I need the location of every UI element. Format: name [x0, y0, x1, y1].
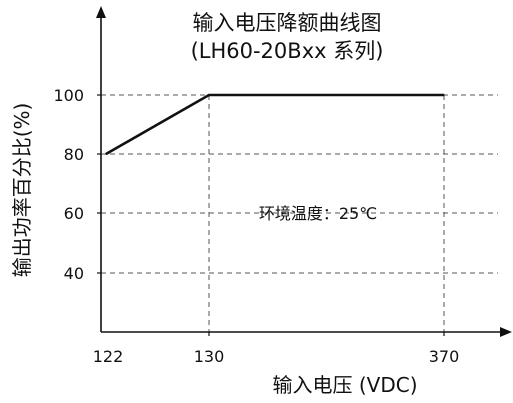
tick-labels: 40 60 80 100 122 130 370	[53, 86, 459, 366]
y-tick-label-60: 60	[64, 204, 84, 223]
axes	[96, 6, 512, 337]
data-series	[105, 93, 445, 156]
y-axis-title: 输出功率百分比(%)	[10, 103, 34, 278]
data-point-130	[208, 94, 210, 96]
data-point-122	[105, 153, 107, 155]
chart-subtitle: (LH60-20Bxx 系列)	[191, 39, 384, 63]
x-axis-arrow-icon	[500, 327, 512, 337]
data-point-370	[443, 94, 445, 96]
x-axis-title: 输入电压 (VDC)	[272, 373, 417, 397]
y-tick-label-80: 80	[64, 145, 84, 164]
y-tick-label-40: 40	[64, 264, 84, 283]
chart-title: 输入电压降额曲线图	[193, 11, 382, 35]
y-tick-label-100: 100	[53, 86, 84, 105]
x-tick-label-130: 130	[194, 347, 225, 366]
derating-line	[105, 93, 444, 156]
ambient-temperature-annotation: 环境温度：25℃	[259, 204, 377, 223]
y-axis-arrow-icon	[96, 6, 106, 18]
x-tick-label-370: 370	[429, 347, 460, 366]
x-tick-label-122: 122	[93, 347, 124, 366]
